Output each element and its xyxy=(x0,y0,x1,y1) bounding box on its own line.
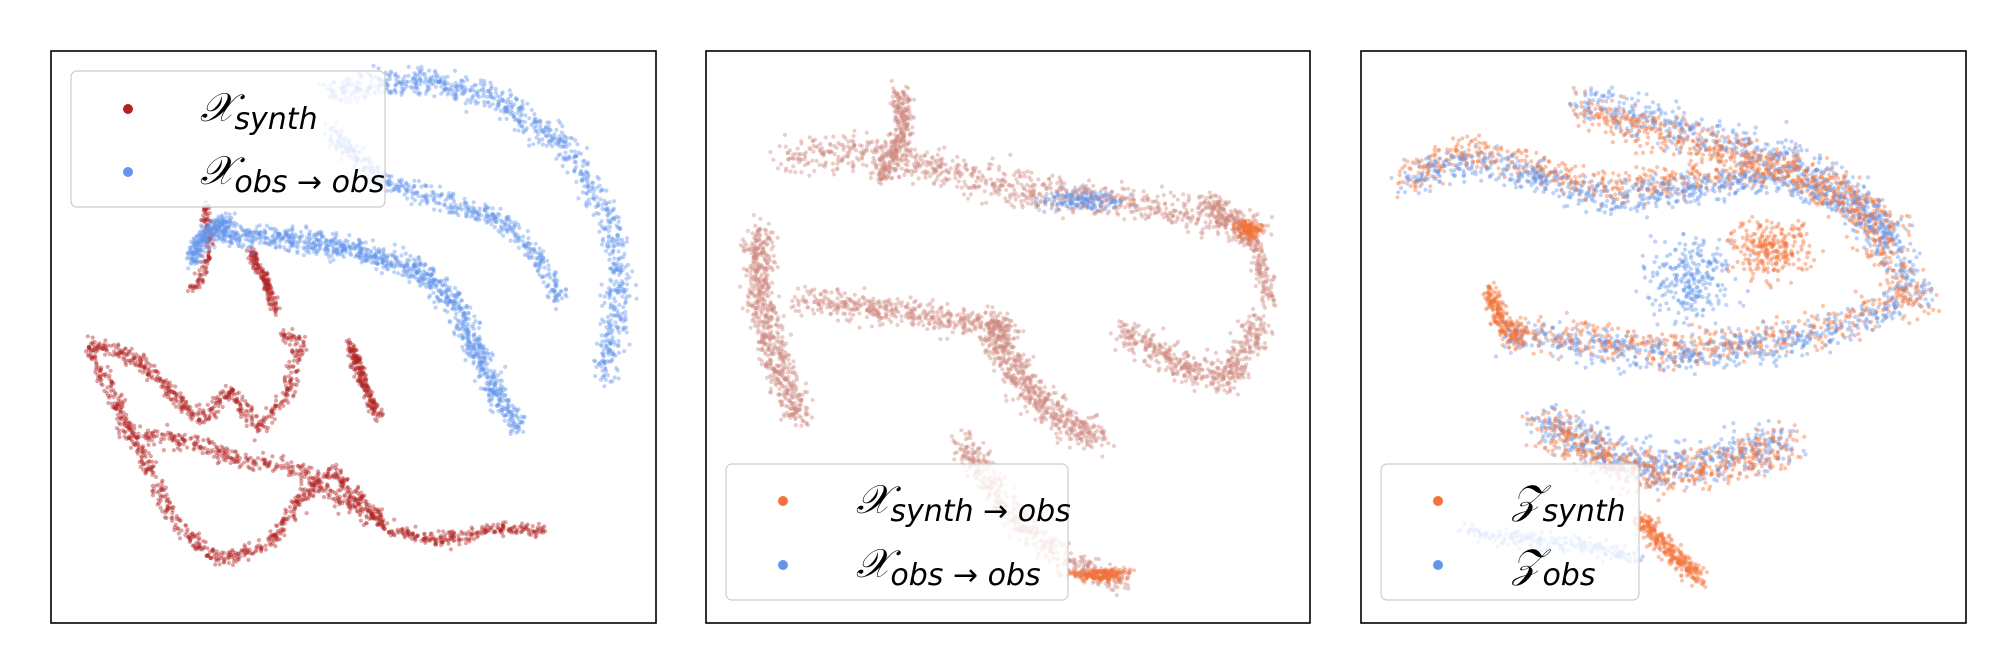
panel-1-legend-label-1: 𝒳synth xyxy=(200,85,318,137)
panel-2-legend-marker-2 xyxy=(778,560,788,570)
panel-1-legend-frame xyxy=(70,70,386,208)
panel-3-legend-label-2: 𝒵obs xyxy=(1511,541,1595,593)
panel-3-legend-marker-1 xyxy=(1433,496,1443,506)
panel-3-legend-marker-2 xyxy=(1433,560,1443,570)
tsne-panel-2: 𝒳synth → obs 𝒳obs → obs xyxy=(705,50,1311,624)
panel-2-legend-label-1: 𝒳synth → obs xyxy=(856,477,1071,529)
panel-1-legend-marker-1 xyxy=(123,104,133,114)
panel-1-legend: 𝒳synth 𝒳obs → obs xyxy=(70,70,386,208)
panel-3-legend: 𝒵synth 𝒵obs xyxy=(1380,463,1640,601)
panel-2-legend: 𝒳synth → obs 𝒳obs → obs xyxy=(725,463,1071,601)
panel-3-legend-label-1: 𝒵synth xyxy=(1511,477,1626,529)
panel-3-legend-frame xyxy=(1380,463,1640,601)
tsne-panel-1: 𝒳synth 𝒳obs → obs xyxy=(50,50,657,624)
panel-1-legend-marker-2 xyxy=(123,167,133,177)
panel-1-points xyxy=(83,63,639,568)
panel-2-legend-label-2: 𝒳obs → obs xyxy=(856,541,1041,593)
panel-2-legend-frame xyxy=(725,463,1069,601)
tsne-panel-3: 𝒵synth 𝒵obs xyxy=(1360,50,1967,624)
panel-2-legend-marker-1 xyxy=(778,496,788,506)
